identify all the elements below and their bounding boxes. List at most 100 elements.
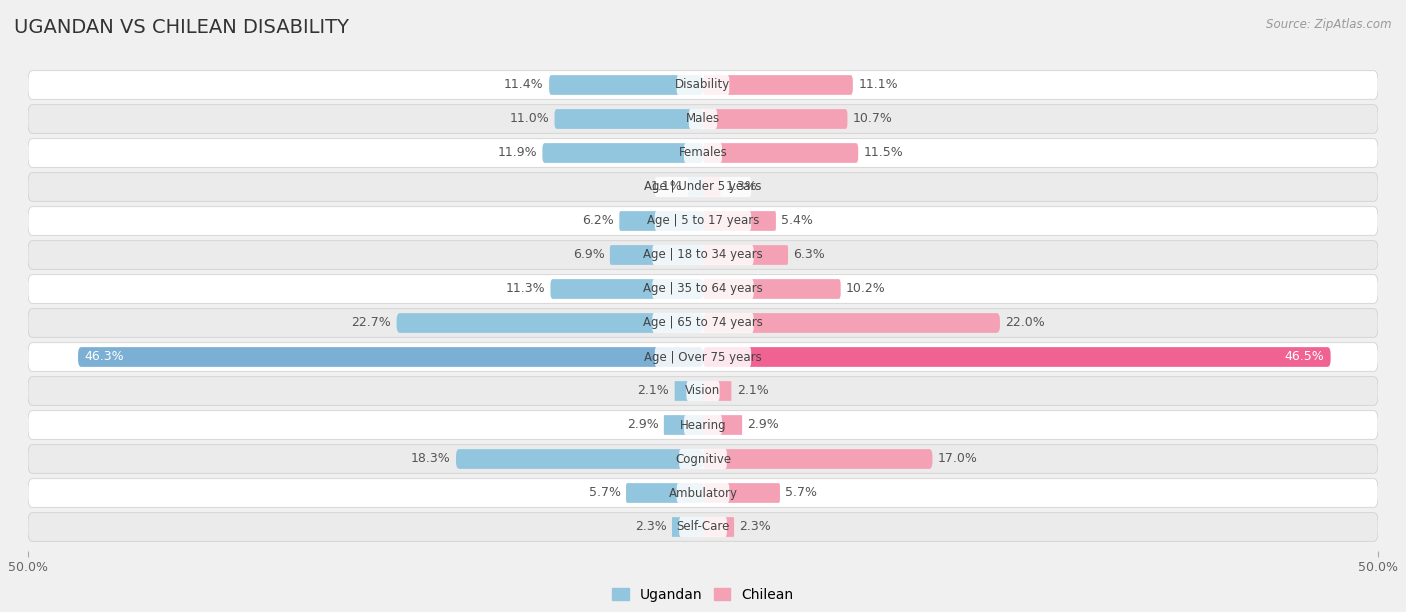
FancyBboxPatch shape bbox=[28, 241, 1378, 269]
Text: 2.9%: 2.9% bbox=[748, 419, 779, 431]
FancyBboxPatch shape bbox=[703, 75, 853, 95]
FancyBboxPatch shape bbox=[679, 517, 727, 537]
Text: 2.1%: 2.1% bbox=[737, 384, 769, 398]
FancyBboxPatch shape bbox=[676, 75, 730, 95]
FancyBboxPatch shape bbox=[28, 445, 1378, 473]
Text: 6.2%: 6.2% bbox=[582, 214, 614, 228]
Text: Age | Under 5 years: Age | Under 5 years bbox=[644, 181, 762, 193]
FancyBboxPatch shape bbox=[703, 177, 720, 197]
Text: 46.3%: 46.3% bbox=[84, 351, 125, 364]
FancyBboxPatch shape bbox=[396, 313, 703, 333]
Text: 10.7%: 10.7% bbox=[853, 113, 893, 125]
Text: Disability: Disability bbox=[675, 78, 731, 92]
Text: 22.0%: 22.0% bbox=[1005, 316, 1045, 329]
Text: 11.0%: 11.0% bbox=[509, 113, 550, 125]
Text: Age | 65 to 74 years: Age | 65 to 74 years bbox=[643, 316, 763, 329]
Text: 1.3%: 1.3% bbox=[725, 181, 758, 193]
FancyBboxPatch shape bbox=[550, 75, 703, 95]
Text: Age | Over 75 years: Age | Over 75 years bbox=[644, 351, 762, 364]
Text: 6.9%: 6.9% bbox=[572, 248, 605, 261]
Text: 5.7%: 5.7% bbox=[786, 487, 817, 499]
Text: 5.4%: 5.4% bbox=[782, 214, 813, 228]
FancyBboxPatch shape bbox=[28, 139, 1378, 167]
FancyBboxPatch shape bbox=[28, 479, 1378, 507]
Text: Females: Females bbox=[679, 146, 727, 160]
Text: 18.3%: 18.3% bbox=[411, 452, 450, 466]
FancyBboxPatch shape bbox=[28, 308, 1378, 337]
FancyBboxPatch shape bbox=[703, 449, 932, 469]
Text: Males: Males bbox=[686, 113, 720, 125]
FancyBboxPatch shape bbox=[686, 381, 720, 401]
FancyBboxPatch shape bbox=[703, 483, 780, 503]
FancyBboxPatch shape bbox=[551, 279, 703, 299]
FancyBboxPatch shape bbox=[683, 143, 723, 163]
FancyBboxPatch shape bbox=[655, 211, 751, 231]
Text: Age | 35 to 64 years: Age | 35 to 64 years bbox=[643, 283, 763, 296]
FancyBboxPatch shape bbox=[79, 347, 703, 367]
FancyBboxPatch shape bbox=[28, 411, 1378, 439]
FancyBboxPatch shape bbox=[610, 245, 703, 265]
FancyBboxPatch shape bbox=[703, 143, 858, 163]
FancyBboxPatch shape bbox=[703, 109, 848, 129]
Text: 1.1%: 1.1% bbox=[651, 181, 683, 193]
FancyBboxPatch shape bbox=[675, 381, 703, 401]
FancyBboxPatch shape bbox=[28, 275, 1378, 304]
FancyBboxPatch shape bbox=[703, 517, 734, 537]
FancyBboxPatch shape bbox=[703, 347, 1330, 367]
FancyBboxPatch shape bbox=[28, 377, 1378, 405]
FancyBboxPatch shape bbox=[676, 483, 730, 503]
Text: Vision: Vision bbox=[685, 384, 721, 398]
Legend: Ugandan, Chilean: Ugandan, Chilean bbox=[607, 583, 799, 608]
Text: 5.7%: 5.7% bbox=[589, 487, 620, 499]
FancyBboxPatch shape bbox=[28, 513, 1378, 541]
FancyBboxPatch shape bbox=[703, 245, 787, 265]
FancyBboxPatch shape bbox=[543, 143, 703, 163]
Text: 11.1%: 11.1% bbox=[858, 78, 898, 92]
FancyBboxPatch shape bbox=[703, 381, 731, 401]
FancyBboxPatch shape bbox=[703, 211, 776, 231]
Text: 2.1%: 2.1% bbox=[637, 384, 669, 398]
FancyBboxPatch shape bbox=[652, 313, 754, 333]
Text: Ambulatory: Ambulatory bbox=[668, 487, 738, 499]
Text: 2.3%: 2.3% bbox=[634, 520, 666, 534]
Text: 2.9%: 2.9% bbox=[627, 419, 658, 431]
FancyBboxPatch shape bbox=[626, 483, 703, 503]
Text: 11.5%: 11.5% bbox=[863, 146, 904, 160]
FancyBboxPatch shape bbox=[689, 109, 717, 129]
Text: Age | 18 to 34 years: Age | 18 to 34 years bbox=[643, 248, 763, 261]
FancyBboxPatch shape bbox=[554, 109, 703, 129]
FancyBboxPatch shape bbox=[664, 415, 703, 435]
Text: Age | 5 to 17 years: Age | 5 to 17 years bbox=[647, 214, 759, 228]
FancyBboxPatch shape bbox=[28, 207, 1378, 235]
FancyBboxPatch shape bbox=[28, 71, 1378, 99]
Text: 11.4%: 11.4% bbox=[505, 78, 544, 92]
Text: 6.3%: 6.3% bbox=[793, 248, 825, 261]
FancyBboxPatch shape bbox=[655, 177, 751, 197]
Text: 46.5%: 46.5% bbox=[1284, 351, 1324, 364]
Text: 17.0%: 17.0% bbox=[938, 452, 977, 466]
FancyBboxPatch shape bbox=[28, 105, 1378, 133]
FancyBboxPatch shape bbox=[652, 279, 754, 299]
FancyBboxPatch shape bbox=[703, 279, 841, 299]
Text: Hearing: Hearing bbox=[679, 419, 727, 431]
Text: 11.3%: 11.3% bbox=[505, 283, 546, 296]
FancyBboxPatch shape bbox=[619, 211, 703, 231]
FancyBboxPatch shape bbox=[652, 245, 754, 265]
FancyBboxPatch shape bbox=[28, 173, 1378, 201]
FancyBboxPatch shape bbox=[456, 449, 703, 469]
FancyBboxPatch shape bbox=[655, 347, 751, 367]
Text: Cognitive: Cognitive bbox=[675, 452, 731, 466]
FancyBboxPatch shape bbox=[703, 415, 742, 435]
Text: UGANDAN VS CHILEAN DISABILITY: UGANDAN VS CHILEAN DISABILITY bbox=[14, 18, 349, 37]
Text: 11.9%: 11.9% bbox=[498, 146, 537, 160]
Text: 2.3%: 2.3% bbox=[740, 520, 772, 534]
FancyBboxPatch shape bbox=[672, 517, 703, 537]
FancyBboxPatch shape bbox=[688, 177, 703, 197]
Text: 22.7%: 22.7% bbox=[352, 316, 391, 329]
FancyBboxPatch shape bbox=[683, 415, 723, 435]
FancyBboxPatch shape bbox=[703, 313, 1000, 333]
FancyBboxPatch shape bbox=[28, 343, 1378, 371]
Text: Source: ZipAtlas.com: Source: ZipAtlas.com bbox=[1267, 18, 1392, 31]
FancyBboxPatch shape bbox=[679, 449, 727, 469]
Text: 10.2%: 10.2% bbox=[846, 283, 886, 296]
